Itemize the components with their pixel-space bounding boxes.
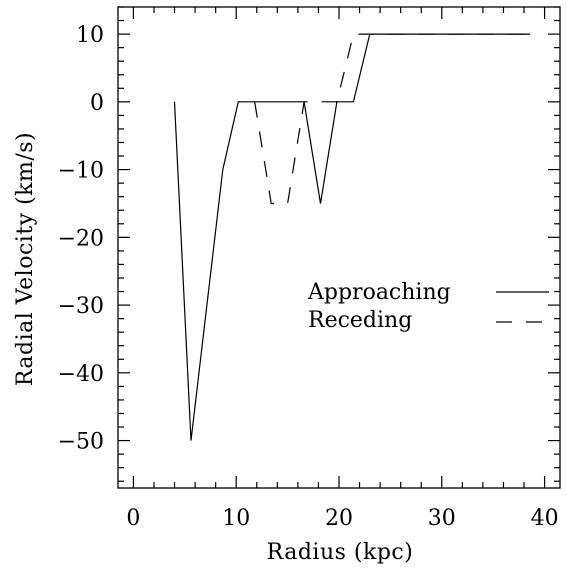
legend-label-receding: Receding bbox=[308, 308, 412, 333]
plot-frame bbox=[117, 6, 561, 489]
x-axis-title: Radius (kpc) bbox=[267, 540, 414, 565]
ticks-layer bbox=[118, 6, 560, 488]
y-tick-label: −20 bbox=[58, 226, 104, 251]
tick-labels-layer: 0 10 20 30 40 10 0 −10 −20 −30 −40 −50 bbox=[58, 23, 559, 531]
y-tick-label: 0 bbox=[90, 91, 104, 116]
x-tick-label: 0 bbox=[126, 506, 140, 531]
y-tick-label: −30 bbox=[58, 294, 104, 319]
x-tick-label: 10 bbox=[222, 506, 250, 531]
series-layer bbox=[173, 33, 531, 441]
legend: Approaching Receding bbox=[307, 280, 549, 333]
y-axis-title: Radial Velocity (km/s) bbox=[13, 132, 38, 386]
series-line-approaching bbox=[173, 33, 531, 441]
legend-label-approaching: Approaching bbox=[307, 280, 451, 305]
y-tick-label: −10 bbox=[58, 159, 104, 184]
series-line-receding bbox=[254, 33, 531, 205]
x-tick-label: 40 bbox=[531, 506, 559, 531]
y-tick-label: −40 bbox=[58, 362, 104, 387]
y-tick-label: −50 bbox=[58, 430, 104, 455]
y-tick-label: 10 bbox=[76, 23, 104, 48]
x-tick-label: 20 bbox=[325, 506, 353, 531]
x-tick-label: 30 bbox=[428, 506, 456, 531]
